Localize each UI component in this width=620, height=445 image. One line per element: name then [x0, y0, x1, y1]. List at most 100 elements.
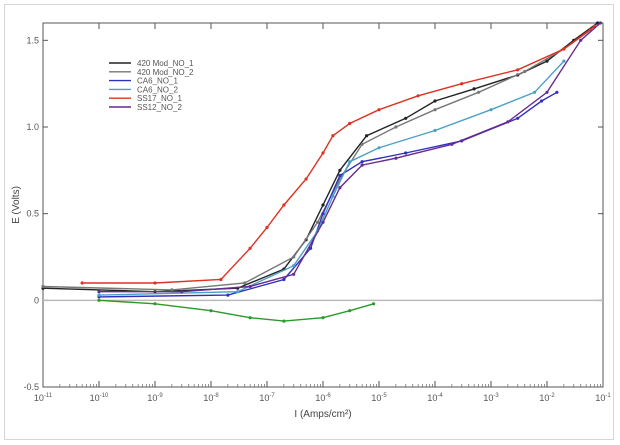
series-layer: [41, 21, 603, 323]
data-point: [360, 163, 364, 167]
data-point: [394, 125, 398, 129]
y-tick-label: 0: [34, 295, 39, 305]
series-line-2: [42, 29, 592, 291]
data-point: [523, 69, 527, 74]
data-point: [226, 293, 230, 297]
series-line-3: [98, 91, 558, 298]
data-point: [321, 212, 325, 216]
series-line-5: [82, 25, 595, 284]
chart-frame: -0.5 0 0.5 1.0 1.5 10-11 10-10 10-9 10-8 10-7 10-6…: [4, 4, 614, 440]
data-point: [404, 151, 408, 155]
x-tick-label: 10-4: [427, 393, 443, 403]
data-point: [292, 272, 296, 276]
data-point: [265, 225, 269, 230]
legend-entry: SS17_NO_1: [137, 94, 182, 103]
legend-entry: 420 Mod_NO_1: [137, 59, 194, 68]
data-point: [153, 281, 157, 285]
data-point: [248, 284, 252, 289]
data-point: [321, 151, 325, 155]
data-point: [153, 302, 157, 306]
y-tick-label: 0.5: [26, 209, 39, 219]
legend-entry: 420 Mod_NO_2: [137, 68, 194, 77]
data-point: [248, 316, 252, 320]
data-point: [596, 21, 600, 25]
legend-entry: CA6_NO_2: [137, 85, 178, 94]
y-axis-label: E (Volts): [11, 186, 22, 224]
data-point: [180, 290, 184, 294]
y-tick-label: -0.5: [23, 382, 39, 392]
data-point: [516, 68, 520, 72]
data-point: [243, 281, 247, 285]
data-point: [282, 277, 286, 282]
series-line-7: [98, 299, 374, 322]
x-tick-label: 10-6: [315, 393, 331, 403]
data-point: [80, 281, 84, 285]
data-point: [377, 108, 381, 112]
data-point: [540, 99, 544, 103]
data-point: [282, 203, 286, 207]
data-point: [555, 90, 559, 94]
data-point: [97, 293, 101, 297]
data-point: [292, 255, 296, 259]
data-point: [348, 160, 352, 164]
data-point: [236, 290, 240, 294]
data-point: [338, 168, 342, 172]
data-point: [516, 116, 520, 120]
x-tick-label: 10-7: [259, 393, 275, 403]
data-point: [97, 290, 101, 294]
data-point: [579, 38, 583, 42]
data-point: [338, 173, 342, 178]
data-point: [321, 220, 325, 224]
data-point: [562, 59, 566, 63]
data-point: [209, 309, 213, 313]
data-point: [460, 82, 464, 86]
data-point: [309, 246, 313, 250]
x-tick-label: 10-5: [371, 393, 387, 403]
data-point: [304, 177, 308, 181]
data-point: [97, 298, 101, 302]
x-tick-label: 10-1: [595, 393, 611, 403]
data-point: [331, 134, 335, 138]
data-point: [433, 108, 437, 112]
data-point: [372, 302, 376, 306]
data-point: [506, 120, 510, 124]
legend-entry: CA6_NO_1: [137, 77, 178, 86]
x-axis-label: I (Amps/cm²): [294, 409, 351, 420]
data-point: [433, 99, 437, 103]
data-point: [348, 309, 352, 313]
chart-svg: -0.5 0 0.5 1.0 1.5 10-11 10-10 10-9 10-8 10-7 10-6…: [11, 21, 611, 420]
data-point: [41, 284, 45, 289]
x-tick-label: 10-2: [539, 393, 555, 403]
data-point: [545, 90, 549, 94]
y-tick-label: 1.5: [26, 35, 39, 45]
data-point: [377, 146, 381, 150]
data-point: [365, 134, 369, 138]
data-point: [360, 142, 364, 146]
data-point: [489, 108, 493, 112]
data-point: [416, 94, 420, 98]
x-tick-label: 10-10: [90, 393, 109, 403]
data-point: [450, 142, 454, 146]
data-point: [472, 87, 476, 91]
data-point: [170, 288, 174, 292]
data-point: [338, 186, 342, 190]
data-point: [321, 203, 325, 207]
axes: -0.5 0 0.5 1.0 1.5 10-11 10-10 10-9 10-8 10-7 10-6…: [23, 22, 611, 403]
data-point: [360, 160, 364, 164]
data-point: [282, 319, 286, 323]
legend-entry: SS12_NO_2: [137, 103, 182, 112]
data-point: [316, 220, 320, 224]
data-point: [348, 121, 352, 126]
x-tick-label: 10-3: [483, 393, 499, 403]
data-point: [433, 128, 437, 133]
x-tick-label: 10-11: [34, 393, 53, 403]
x-tick-label: 10-9: [147, 393, 163, 403]
data-point: [404, 116, 408, 120]
data-point: [598, 21, 603, 25]
data-point: [394, 156, 398, 160]
data-point: [533, 90, 537, 94]
data-point: [331, 194, 335, 198]
x-tick-label: 10-8: [203, 393, 219, 403]
data-point: [248, 246, 252, 250]
